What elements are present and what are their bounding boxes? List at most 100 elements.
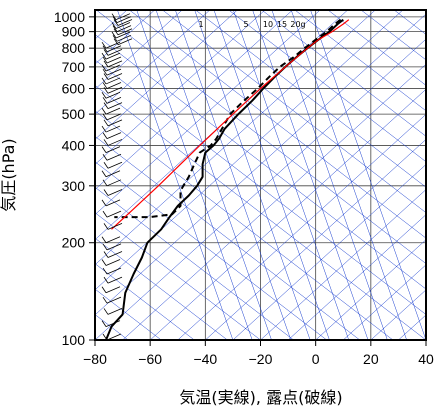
wind-barb-flag [102, 267, 108, 275]
wind-barb-flag [102, 97, 108, 104]
wind-barb-flag [101, 64, 107, 72]
wind-barb-flag [102, 243, 108, 251]
wind-barb-flag [103, 60, 109, 68]
wind-barb-flag [102, 154, 108, 161]
wind-barb-flag [111, 22, 117, 29]
wind-barb-flag [102, 56, 108, 64]
wind-barb-flag [112, 25, 118, 32]
wind-barb-flag [101, 77, 107, 85]
wind-barb-flag [103, 87, 109, 94]
wind-barb-staff [107, 73, 123, 80]
wind-barb-flag [113, 19, 119, 26]
wind-barb [111, 22, 131, 29]
wind-barb-flag [102, 179, 108, 187]
wind-barb-staff [105, 41, 121, 49]
wind-barb-flag [102, 68, 108, 76]
wind-barb-staff [107, 189, 123, 196]
wind-barb-staff [116, 25, 132, 33]
wind-barb [102, 56, 122, 64]
wind-barb-flag [103, 73, 109, 80]
wind-barb-flag [111, 13, 117, 20]
wind-barb [113, 28, 133, 36]
wind-barb [101, 320, 121, 327]
wind-barb-staff [105, 64, 121, 72]
isotherm-line [315, 239, 426, 340]
mixing-ratio-label: 1 [198, 20, 203, 29]
wind-barb [103, 102, 123, 109]
wind-barb [103, 119, 123, 127]
wind-barb-staff [106, 56, 122, 64]
wind-barb-staff [115, 13, 131, 21]
wind-barb-staff [106, 296, 122, 304]
mixing-ratio-line [233, 10, 350, 340]
wind-barb-staff [105, 146, 121, 154]
wind-barb-staff [116, 34, 132, 42]
wind-barb-flag [103, 119, 109, 127]
wind-barb-flag [101, 52, 107, 60]
adiabat-line [228, 10, 426, 163]
wind-barb-staff [107, 251, 123, 258]
wind-barb-flag [101, 236, 107, 243]
wind-barb-flag [103, 49, 109, 56]
wind-barb-staff [106, 68, 122, 76]
mixing-ratio-label: 5 [243, 20, 248, 29]
x-axis-title: 気温(実線), 露点(破線) [179, 388, 342, 407]
y-tick-label: 600 [62, 81, 86, 97]
wind-barb-flag [101, 146, 107, 153]
wind-barb-flag [113, 28, 119, 36]
adiabat-line [95, 186, 294, 340]
wind-barb [111, 31, 131, 39]
wind-barb-flag [111, 31, 117, 39]
wind-barb-staff [105, 107, 121, 115]
wind-barb-flag [101, 286, 107, 294]
wind-barb-staff [106, 132, 122, 139]
wind-barb [111, 13, 131, 21]
wind-barb-flag [112, 16, 118, 23]
wind-barb [103, 86, 123, 94]
adiabat-line [96, 10, 426, 264]
isotherm-line [95, 10, 183, 90]
wind-barb-flag [101, 91, 107, 99]
isotherm-line [425, 339, 426, 340]
wind-barb-staff [107, 60, 123, 68]
y-tick-label: 200 [62, 235, 86, 251]
wind-barb-staff [106, 153, 122, 161]
wind-barb-staff [107, 86, 123, 94]
wind-barb-flag [101, 320, 107, 327]
adiabat-line [95, 110, 394, 340]
adiabat-line [95, 85, 426, 340]
wind-barb [102, 267, 122, 275]
wind-barb [102, 210, 122, 218]
wind-barb-staff [106, 82, 122, 89]
isotherm-line [177, 113, 426, 340]
wind-barb-staff [107, 48, 123, 56]
wind-barb-flag [103, 223, 109, 230]
x-tick-label: −80 [83, 351, 107, 367]
x-tick-label: 0 [312, 351, 320, 367]
y-tick-label: 400 [62, 137, 86, 153]
wind-barb-flag [103, 189, 109, 196]
wind-barb-staff [115, 31, 131, 39]
wind-barb-flag [101, 170, 107, 177]
wind-barb-staff [107, 139, 123, 146]
adiabat-line [95, 161, 327, 340]
wind-barb [101, 125, 121, 133]
mixing-ratio-line [194, 10, 311, 340]
wind-barb-staff [105, 286, 121, 294]
wind-barbs [101, 13, 133, 340]
wind-barb-staff [106, 45, 122, 53]
wind-barb-staff [105, 52, 121, 60]
wind-barb-staff [116, 16, 132, 23]
adiabat-line [95, 237, 228, 340]
adiabat-line [95, 135, 360, 340]
mixing-ratio-line [155, 10, 272, 340]
wind-barb-staff [105, 77, 121, 85]
adiabat-line [195, 10, 426, 188]
adiabat-line [261, 10, 426, 137]
adiabat-line [427, 10, 436, 340]
isotherm-line [95, 10, 321, 215]
wind-barb-flag [103, 139, 109, 146]
wind-barb [102, 179, 122, 187]
mixing-ratio-line [252, 10, 369, 340]
